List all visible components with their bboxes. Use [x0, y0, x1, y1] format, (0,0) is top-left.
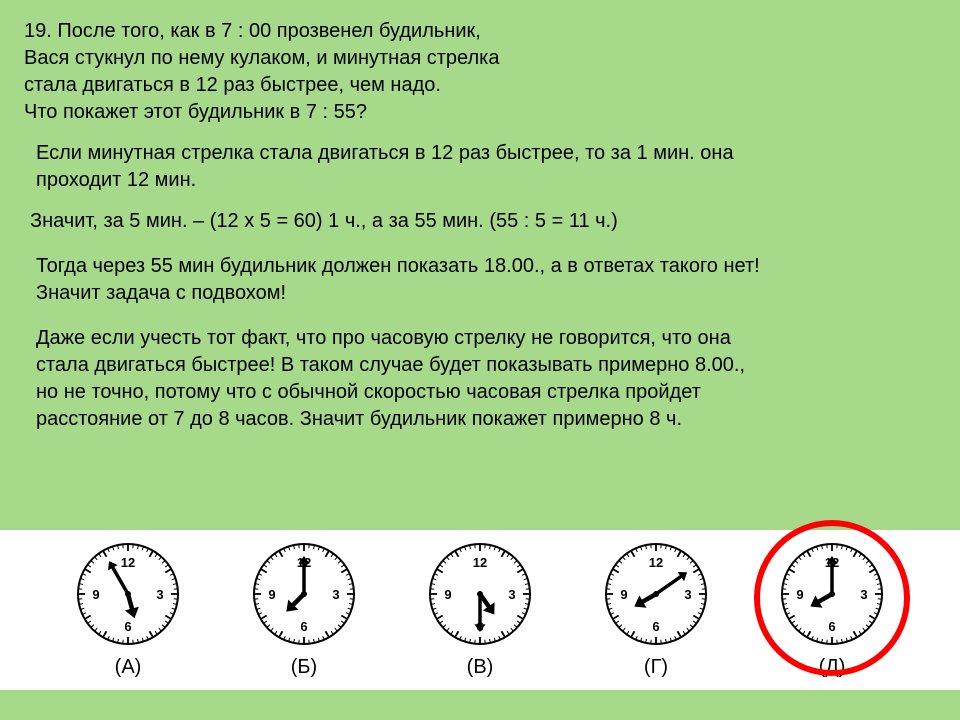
clock-option: 3 6 9 12 (Г)	[596, 534, 716, 679]
clock-option-label: (В)	[467, 656, 494, 679]
svg-text:6: 6	[828, 619, 835, 634]
clock-option: 3 6 9 12 (А)	[68, 534, 188, 679]
clock-face: 36912	[772, 534, 892, 654]
step4-text: Даже если учесть тот факт, что про часов…	[36, 325, 936, 433]
clock-face: 36912	[420, 534, 540, 654]
problem-text: 19. После того, как в 7 : 00 прозвенел б…	[24, 18, 936, 126]
svg-text:9: 9	[268, 587, 275, 602]
svg-text:3: 3	[332, 587, 339, 602]
svg-text:12: 12	[649, 555, 663, 570]
clock-option: 36912(В)	[420, 534, 540, 679]
svg-text:9: 9	[444, 587, 451, 602]
clock-face: 3 6 9 12	[596, 534, 716, 654]
step2-text: Значит, за 5 мин. – (12 х 5 = 60) 1 ч., …	[30, 208, 936, 235]
svg-text:3: 3	[860, 587, 867, 602]
clock-option: 36912(Д)	[772, 534, 892, 679]
svg-text:3: 3	[684, 587, 691, 602]
svg-text:6: 6	[300, 619, 307, 634]
step1-text: Если минутная стрелка стала двигаться в …	[36, 140, 936, 194]
svg-text:9: 9	[92, 587, 99, 602]
svg-text:6: 6	[124, 619, 131, 634]
svg-text:9: 9	[796, 587, 803, 602]
step3-text: Тогда через 55 мин будильник должен пока…	[36, 253, 936, 307]
clock-option-label: (Г)	[644, 656, 668, 679]
svg-text:6: 6	[652, 619, 659, 634]
clock-face: 36912	[244, 534, 364, 654]
svg-text:3: 3	[508, 587, 515, 602]
svg-text:3: 3	[156, 587, 163, 602]
svg-text:12: 12	[121, 555, 135, 570]
clocks-row: 36912(А)36912(Б)36912(В)36912(Г)36912(Д)	[0, 530, 960, 690]
svg-text:12: 12	[473, 555, 487, 570]
clock-option-label: (Д)	[819, 656, 846, 679]
clock-option-label: (Б)	[291, 656, 317, 679]
svg-text:9: 9	[620, 587, 627, 602]
clock-face: 3 6 9 12	[68, 534, 188, 654]
clock-option-label: (А)	[115, 656, 142, 679]
clock-option: 36912(Б)	[244, 534, 364, 679]
